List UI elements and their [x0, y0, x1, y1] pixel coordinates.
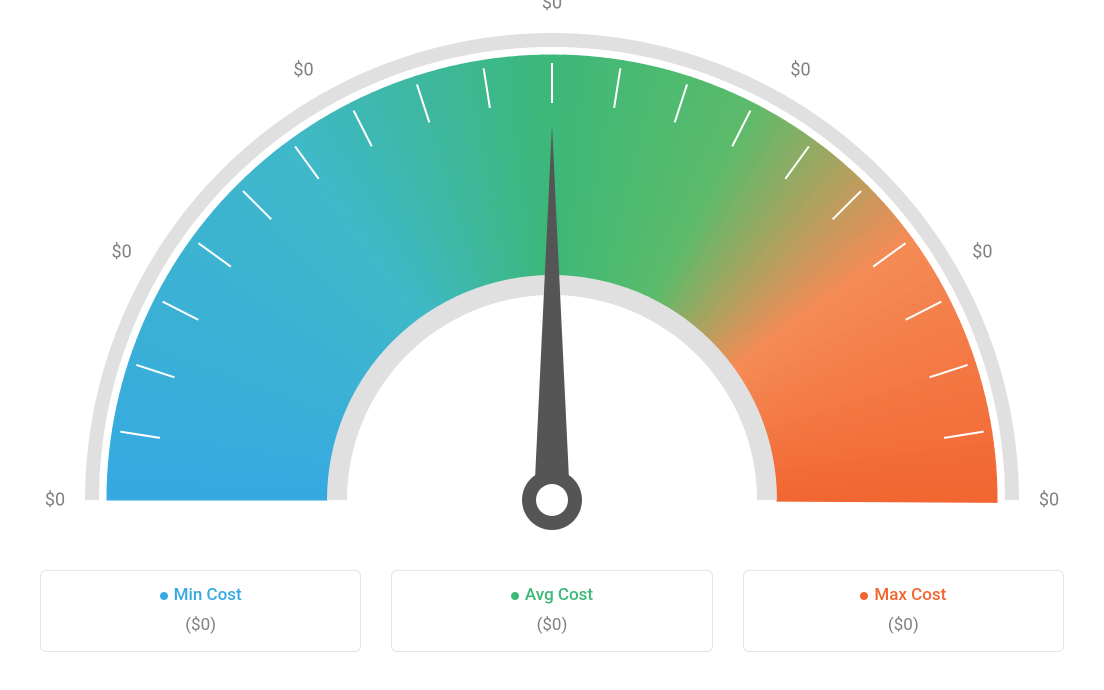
legend-value-avg: ($0)	[402, 615, 701, 635]
scale-label: $0	[972, 241, 992, 262]
legend-dot-max	[860, 592, 868, 600]
legend-box-avg: Avg Cost ($0)	[391, 570, 712, 652]
scale-label: $0	[542, 0, 562, 14]
gauge-svg	[0, 0, 1104, 560]
legend-value-min: ($0)	[51, 615, 350, 635]
legend-label-avg: Avg Cost	[402, 585, 701, 605]
legend-label-min: Min Cost	[51, 585, 350, 605]
legend-dot-avg	[511, 592, 519, 600]
legend-label-max-text: Max Cost	[874, 585, 946, 605]
legend-value-max: ($0)	[754, 615, 1053, 635]
scale-label: $0	[790, 59, 810, 80]
legend-label-min-text: Min Cost	[174, 585, 242, 605]
legend-dot-min	[160, 592, 168, 600]
legend-label-avg-text: Avg Cost	[525, 585, 593, 605]
gauge-cost-widget: $0 $0 $0 $0 $0 $0 $0 Min Cost ($0) Avg Cost ($…	[0, 0, 1104, 690]
legend-label-max: Max Cost	[754, 585, 1053, 605]
scale-label: $0	[293, 59, 313, 80]
scale-label: $0	[1039, 490, 1059, 511]
legend-box-max: Max Cost ($0)	[743, 570, 1064, 652]
gauge-chart: $0 $0 $0 $0 $0 $0 $0	[0, 0, 1104, 560]
scale-label: $0	[111, 241, 131, 262]
legend-box-min: Min Cost ($0)	[40, 570, 361, 652]
scale-label: $0	[45, 490, 65, 511]
legend-row: Min Cost ($0) Avg Cost ($0) Max Cost ($0…	[0, 570, 1104, 652]
